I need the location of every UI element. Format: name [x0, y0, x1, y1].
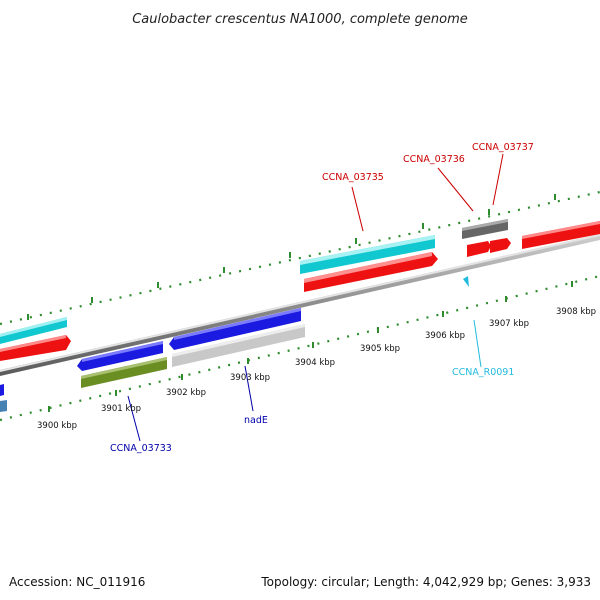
leader-ccna-03737 [492, 153, 504, 206]
gene-trna-r0091[interactable] [463, 276, 469, 287]
tick-label-3900: 3900 kbp [37, 421, 77, 431]
tick-label-3908: 3908 kbp [556, 307, 596, 317]
label-ccna-03735[interactable]: CCNA_03735 [322, 172, 384, 183]
leader-ccna-r0091 [473, 319, 482, 368]
gene-steelblue-edge[interactable] [0, 400, 7, 412]
lower-major-ticks [48, 281, 573, 412]
genome-backbone [0, 234, 600, 376]
label-ccna-r0091[interactable]: CCNA_R0091 [452, 367, 514, 378]
gene-red-right-highlight [522, 221, 600, 239]
tick-label-3901: 3901 kbp [101, 404, 141, 414]
gene-blue-03733-highlight [82, 341, 163, 362]
leader-ccna-03736 [437, 167, 474, 212]
label-nade[interactable]: nadE [244, 415, 268, 426]
label-ccna-03733[interactable]: CCNA_03733 [110, 443, 172, 454]
gene-red-right[interactable] [522, 221, 600, 249]
gene-cyan-big-highlight [300, 235, 435, 265]
gene-red-small-a-body [467, 241, 491, 257]
upper-major-ticks [27, 194, 556, 320]
label-ccna-03737[interactable]: CCNA_03737 [472, 142, 534, 153]
gene-gray-03736-highlight [462, 219, 508, 231]
gene-cyan-big[interactable] [300, 235, 435, 274]
backbone-highlight [0, 234, 600, 372]
gene-gray-03736[interactable] [462, 219, 508, 239]
gene-blue-nade-highlight [174, 308, 301, 340]
gene-red-03737-body [490, 238, 511, 253]
gene-red-left[interactable] [0, 335, 71, 361]
gene-lightgray-highlight [172, 324, 305, 357]
gene-red-big[interactable] [304, 252, 438, 292]
gene-blue-nade[interactable] [169, 308, 301, 350]
upper-ruler [0, 190, 600, 326]
gene-cyan-left[interactable] [0, 317, 67, 344]
gene-blue-03733[interactable] [77, 341, 163, 371]
gene-olive[interactable] [81, 357, 167, 388]
gene-cyan-left-highlight [0, 317, 67, 337]
leader-ccna-03733 [127, 395, 141, 442]
leader-nade [244, 365, 254, 412]
gene-red-03737[interactable] [490, 238, 511, 253]
tick-label-3906: 3906 kbp [425, 331, 465, 341]
footer-accession: Accession: NC_011916 [9, 575, 145, 589]
tick-label-3904: 3904 kbp [295, 358, 335, 368]
tick-label-3905: 3905 kbp [360, 344, 400, 354]
gene-lightgray[interactable] [172, 324, 305, 367]
label-leaders [127, 153, 504, 442]
map-title: Caulobacter crescentus NA1000, complete … [132, 12, 468, 27]
label-ccna-03736[interactable]: CCNA_03736 [403, 154, 465, 165]
footer-summary: Topology: circular; Length: 4,042,929 bp… [260, 575, 591, 589]
gene-olive-highlight [81, 357, 167, 379]
tick-label-3903: 3903 kbp [230, 373, 270, 383]
gene-red-right-body [522, 221, 600, 249]
leader-ccna-03735 [351, 186, 364, 232]
lower-ruler [0, 274, 600, 422]
gene-lightgray-body [172, 324, 305, 367]
gene-red-left-body [0, 335, 71, 361]
tick-label-3902: 3902 kbp [166, 388, 206, 398]
gene-red-big-body [304, 252, 438, 292]
gene-red-big-highlight [304, 252, 432, 283]
gene-red-small-a[interactable] [467, 241, 491, 257]
gene-blue-edge[interactable] [0, 384, 4, 396]
gene-red-left-highlight [0, 335, 66, 352]
tick-label-3907: 3907 kbp [489, 319, 529, 329]
